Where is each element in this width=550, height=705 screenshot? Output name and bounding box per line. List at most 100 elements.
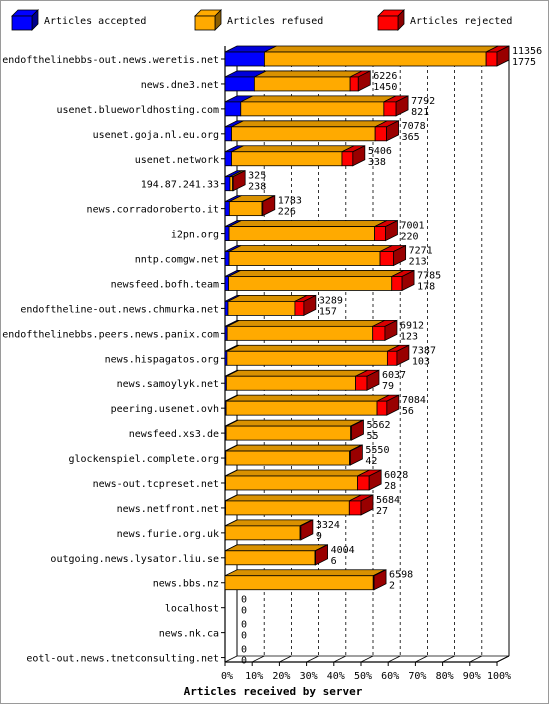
value-label-total: 6598 xyxy=(389,570,413,581)
refused-bar-segment-top xyxy=(254,70,363,78)
value-label-accepted: 79 xyxy=(382,381,394,392)
value-label-accepted: 55 xyxy=(366,431,378,442)
refused-bar-segment xyxy=(253,76,351,92)
value-label-accepted: 103 xyxy=(412,356,430,367)
bar-side-face xyxy=(384,319,398,341)
value-label-total: 7387 xyxy=(412,345,436,356)
refused-bar-segment-top xyxy=(231,145,355,153)
rejected-bar-segment xyxy=(485,51,498,67)
bar-side-face xyxy=(395,95,409,117)
rejected-bar-segment xyxy=(379,251,395,266)
value-label-total: 7084 xyxy=(402,395,426,406)
category-label: news-out.tcpreset.net xyxy=(93,479,219,490)
value-label-accepted: 157 xyxy=(319,306,337,317)
refused-bar-segment xyxy=(228,226,376,241)
value-label-total: 7785 xyxy=(417,270,441,281)
category-label: localhost xyxy=(165,604,219,615)
legend-swatch xyxy=(377,15,399,31)
refused-bar-segment xyxy=(231,126,376,142)
value-label-accepted: 338 xyxy=(368,157,386,168)
value-label-total: 3289 xyxy=(319,295,343,306)
bar-side-face xyxy=(368,469,382,491)
grid-floor-line xyxy=(333,655,346,663)
refused-bar-segment-top xyxy=(225,394,390,402)
category-label: endofthelinebbs.peers.news.panix.com xyxy=(2,329,219,340)
grid-floor-line xyxy=(252,655,265,663)
refused-bar-segment xyxy=(226,325,374,341)
value-label-total: 6028 xyxy=(384,470,408,481)
value-label-accepted: 178 xyxy=(417,281,435,292)
value-label-total: 7271 xyxy=(409,246,433,257)
value-label-total: 6912 xyxy=(400,320,424,331)
value-label-accepted: 0 xyxy=(241,606,247,617)
accepted-bar-segment xyxy=(224,126,232,142)
refused-bar-segment xyxy=(225,450,350,466)
grid-floor-line xyxy=(224,655,238,663)
refused-bar-segment xyxy=(225,500,350,516)
refused-bar-segment xyxy=(225,475,358,491)
grid-floor-line xyxy=(469,655,482,663)
value-label-accepted: 0 xyxy=(241,631,247,642)
bar-side-face xyxy=(373,569,387,591)
refused-bar-segment xyxy=(228,201,263,217)
x-tick-label: 60% xyxy=(381,671,399,682)
rejected-bar-segment xyxy=(348,500,362,516)
category-label: newsfeed.xs3.de xyxy=(129,429,219,440)
bar-side-face xyxy=(385,219,398,242)
rejected-bar-segment xyxy=(294,300,305,316)
bar-side-face xyxy=(262,194,276,217)
refused-bar-segment-top xyxy=(227,294,308,302)
value-label-total: 3324 xyxy=(316,520,340,531)
bar-side-face xyxy=(496,45,510,67)
rejected-bar-segment xyxy=(349,76,359,92)
x-tick-label: 90% xyxy=(463,671,481,682)
value-label-total: 7001 xyxy=(400,221,424,232)
value-label-total: 1783 xyxy=(278,196,302,207)
rejected-bar-segment xyxy=(355,375,368,391)
value-label-total: 4004 xyxy=(331,545,355,556)
refused-bar-segment xyxy=(225,375,356,391)
rejected-bar-segment xyxy=(357,475,370,491)
refused-bar-segment xyxy=(225,425,352,441)
refused-bar-segment-top xyxy=(225,419,363,427)
category-label: usenet.goja.nl.eu.org xyxy=(93,130,219,141)
bar-side-face xyxy=(303,294,317,317)
rejected-bar-segment xyxy=(391,276,403,291)
grid-floor-line xyxy=(388,655,401,663)
refused-bar-segment-top xyxy=(224,569,386,577)
rejected-bar-segment xyxy=(372,325,386,341)
refused-bar-segment xyxy=(264,51,487,67)
category-label: usenet.network xyxy=(135,155,219,166)
x-tick-label: 70% xyxy=(408,671,426,682)
refused-bar-segment xyxy=(228,276,393,291)
category-label: usenet.blueworldhosting.com xyxy=(56,105,219,116)
category-label: endofthelinebbs-out.news.weretis.net xyxy=(2,55,219,66)
value-label-accepted: 365 xyxy=(402,132,420,143)
refused-bar-segment-top xyxy=(225,519,313,527)
rejected-bar-segment xyxy=(341,151,354,167)
refused-bar-segment-top xyxy=(231,120,388,128)
category-label: peering.usenet.ovh xyxy=(111,404,219,415)
bar-side-face xyxy=(393,244,407,267)
bar-side-face xyxy=(349,444,363,466)
value-label-total: 5406 xyxy=(368,146,392,157)
x-tick-label: 80% xyxy=(436,671,454,682)
category-label: news.nk.ca xyxy=(159,629,219,640)
value-label-total: 5562 xyxy=(366,420,390,431)
value-label-accepted: 220 xyxy=(400,232,418,243)
x-tick-label: 40% xyxy=(327,671,345,682)
value-label-accepted: 28 xyxy=(384,481,396,492)
category-label: glockenspiel.complete.org xyxy=(68,454,219,465)
value-label-total: 7078 xyxy=(402,121,426,132)
accepted-bar-segment xyxy=(224,51,265,67)
value-label-total: 325 xyxy=(248,171,266,182)
grid-floor-line xyxy=(306,655,319,663)
refused-bar-segment xyxy=(231,151,343,167)
value-label-total: 6226 xyxy=(373,71,397,82)
rejected-bar-segment xyxy=(383,101,397,117)
legend-swatch xyxy=(11,15,33,31)
bar-side-face xyxy=(401,269,415,292)
refused-bar-segment-top xyxy=(225,444,362,452)
legend-label: Articles rejected xyxy=(410,16,512,27)
value-label-total: 6037 xyxy=(382,370,406,381)
